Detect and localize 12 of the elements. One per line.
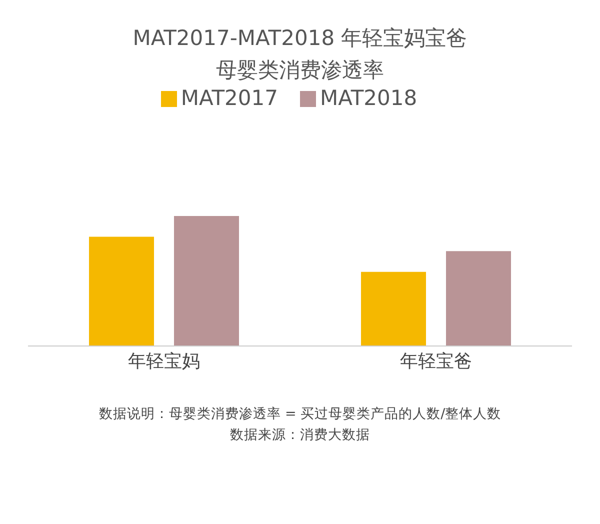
bar <box>361 272 426 346</box>
chart-title: MAT2017-MAT2018 年轻宝妈宝爸 <box>132 25 468 52</box>
text: 数据说明：母婴类消费渗透率 = 买过母婴类产品的人数/整体人数 <box>98 405 502 424</box>
bar <box>174 216 239 346</box>
x-tick-label: 年轻宝妈 <box>128 350 200 372</box>
source-note: 数据来源：消费大数据 <box>229 426 371 445</box>
bar <box>446 251 511 346</box>
legend-label: MAT2017 <box>180 86 278 110</box>
x-tick-label: 年轻宝爸 <box>400 350 472 372</box>
bar <box>89 236 154 346</box>
chart-subtitle: 母婴类消费渗透率 <box>215 57 385 84</box>
legend-label: MAT2018 <box>320 86 418 110</box>
